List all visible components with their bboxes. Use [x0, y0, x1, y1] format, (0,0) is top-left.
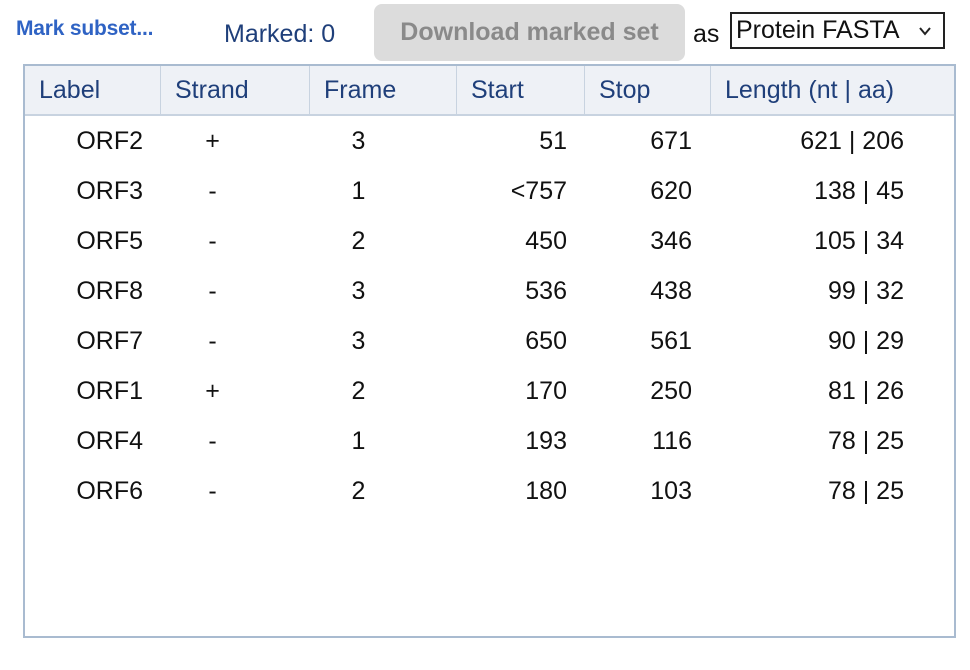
cell-start: <757 [510, 176, 567, 205]
download-marked-set-button[interactable]: Download marked set [374, 4, 685, 61]
cell-label: ORF4 [76, 426, 143, 455]
table-row[interactable]: ORF8 - 3 536 438 99 | 32 [25, 266, 954, 316]
cell-stop: 250 [650, 376, 692, 405]
cell-stop: 620 [650, 176, 692, 205]
table-row[interactable]: ORF5 - 2 450 346 105 | 34 [25, 216, 954, 266]
cell-length: 78 | 25 [827, 476, 904, 505]
cell-length: 81 | 26 [827, 376, 904, 405]
column-header-strand[interactable]: Strand [161, 66, 310, 114]
mark-subset-link[interactable]: Mark subset... [16, 17, 154, 40]
cell-stop: 438 [650, 276, 692, 305]
cell-frame: 2 [351, 376, 366, 405]
cell-length: 78 | 25 [827, 426, 904, 455]
cell-label: ORF8 [76, 276, 143, 305]
format-select-value: Protein FASTA [736, 16, 900, 44]
cell-strand: - [208, 426, 217, 455]
cell-strand: - [208, 276, 217, 305]
cell-stop: 116 [652, 426, 692, 455]
cell-frame: 1 [351, 426, 366, 455]
cell-stop: 671 [650, 126, 692, 155]
cell-strand: - [208, 176, 217, 205]
cell-stop: 346 [650, 226, 692, 255]
cell-label: ORF1 [76, 376, 143, 405]
cell-frame: 2 [351, 226, 366, 255]
cell-length: 138 | 45 [814, 176, 904, 205]
cell-start: 536 [525, 276, 567, 305]
table-header: Label Strand Frame Start Stop Length (nt… [25, 66, 954, 116]
cell-label: ORF5 [76, 226, 143, 255]
table-row[interactable]: ORF3 - 1 <757 620 138 | 45 [25, 166, 954, 216]
cell-label: ORF3 [76, 176, 143, 205]
table-row[interactable]: ORF7 - 3 650 561 90 | 29 [25, 316, 954, 366]
cell-frame: 3 [351, 326, 366, 355]
cell-length: 90 | 29 [827, 326, 904, 355]
cell-frame: 3 [351, 126, 366, 155]
orf-table: Label Strand Frame Start Stop Length (nt… [23, 64, 956, 638]
cell-length: 105 | 34 [814, 226, 904, 255]
cell-strand: - [208, 326, 217, 355]
column-header-frame[interactable]: Frame [310, 66, 457, 114]
column-header-length[interactable]: Length (nt | aa) [725, 75, 895, 104]
cell-start: 180 [525, 476, 567, 505]
column-header-label[interactable]: Label [25, 66, 161, 114]
table-row[interactable]: ORF2 +3 51 671 621 | 206 [25, 116, 954, 166]
marked-count: Marked: 0 [224, 20, 336, 48]
cell-strand: - [208, 476, 217, 505]
cell-label: ORF2 [76, 126, 143, 155]
cell-start: 450 [525, 226, 567, 255]
cell-stop: 561 [650, 326, 692, 355]
cell-start: 650 [525, 326, 567, 355]
column-header-stop[interactable]: Stop [585, 66, 711, 114]
cell-start: 170 [525, 376, 567, 405]
chevron-down-icon [919, 27, 931, 36]
cell-label: ORF6 [76, 476, 143, 505]
format-select[interactable]: Protein FASTA [730, 12, 945, 49]
cell-length: 621 | 206 [800, 126, 904, 155]
table-row[interactable]: ORF6 - 2 180 103 78 | 25 [25, 466, 954, 516]
as-label: as [693, 20, 720, 48]
cell-frame: 3 [351, 276, 366, 305]
cell-start: 51 [539, 126, 567, 155]
cell-strand: - [208, 226, 217, 255]
cell-frame: 2 [351, 476, 366, 505]
table-row[interactable]: ORF1 +2 170 250 81 | 26 [25, 366, 954, 416]
cell-stop: 103 [650, 476, 692, 505]
table-row[interactable]: ORF4 - 1 193 116 78 | 25 [25, 416, 954, 466]
cell-strand: + [205, 376, 220, 405]
cell-label: ORF7 [76, 326, 143, 355]
cell-start: 193 [525, 426, 567, 455]
cell-length: 99 | 32 [827, 276, 904, 305]
cell-strand: + [205, 126, 220, 155]
toolbar: Mark subset... Marked: 0 Download marked… [0, 0, 970, 64]
cell-frame: 1 [351, 176, 366, 205]
column-header-start[interactable]: Start [457, 66, 585, 114]
